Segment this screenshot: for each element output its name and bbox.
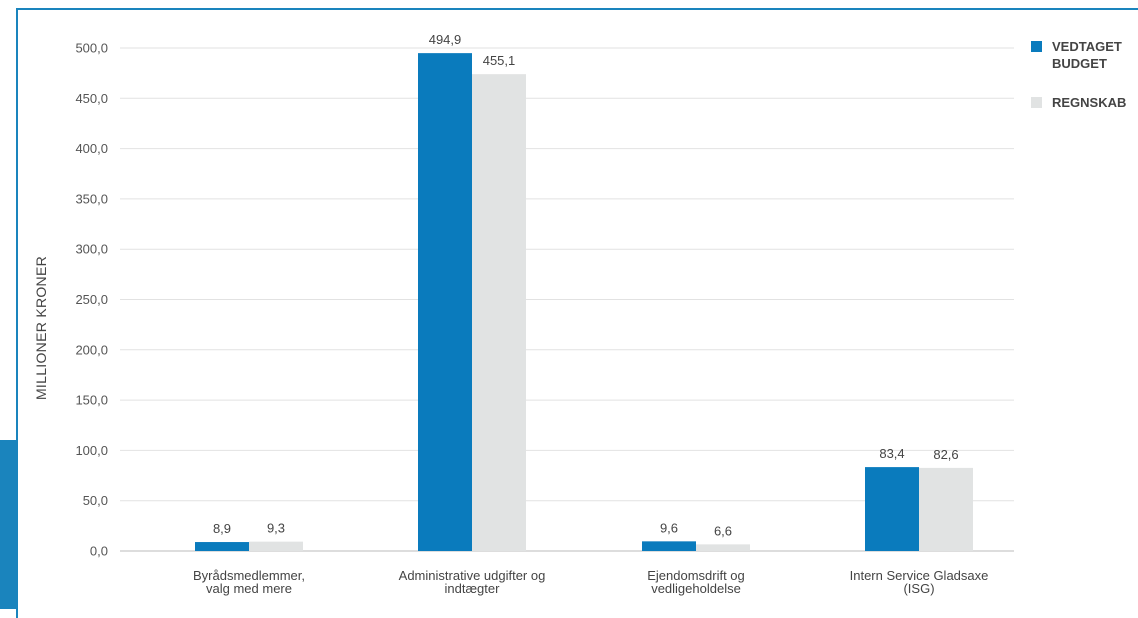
chart-frame	[16, 8, 1138, 618]
bar	[249, 541, 303, 551]
y-axis-ticks: 0,0 50,0 100,0 150,0 200,0 250,0 300,0 350,0 400…	[75, 41, 108, 559]
data-label: 82,6	[933, 447, 958, 462]
data-label: 9,3	[267, 521, 285, 536]
y-tick-label: 300,0	[75, 242, 108, 257]
legend-label: BUDGET	[1052, 56, 1107, 71]
bars	[195, 53, 973, 551]
bar	[418, 53, 472, 551]
y-tick-label: 450,0	[75, 91, 108, 106]
category-label: indtægter	[445, 581, 501, 596]
bar	[472, 74, 526, 551]
y-tick-label: 200,0	[75, 342, 108, 357]
decorative-edge-band	[0, 440, 16, 609]
y-tick-label: 350,0	[75, 191, 108, 206]
category-label: Byrådsmedlemmer,	[193, 568, 305, 583]
legend-label: VEDTAGET	[1052, 39, 1122, 54]
category-label: Intern Service Gladsaxe	[850, 568, 989, 583]
data-label: 83,4	[879, 446, 904, 461]
bar	[696, 544, 750, 551]
data-label: 6,6	[714, 523, 732, 538]
y-tick-label: 0,0	[90, 544, 108, 559]
bar	[865, 467, 919, 551]
y-tick-label: 400,0	[75, 141, 108, 156]
legend-swatch	[1031, 97, 1042, 108]
data-label: 494,9	[429, 32, 462, 47]
category-labels: Byrådsmedlemmer,valg med mere Administrat…	[193, 568, 988, 596]
category-label: valg med mere	[206, 581, 292, 596]
data-label: 8,9	[213, 521, 231, 536]
legend-swatch	[1031, 41, 1042, 52]
y-axis-label: MILLIONER KRONER	[33, 256, 49, 400]
y-tick-label: 100,0	[75, 443, 108, 458]
legend-label: REGNSKAB	[1052, 95, 1126, 110]
data-label: 9,6	[660, 520, 678, 535]
y-tick-label: 500,0	[75, 41, 108, 56]
data-label: 455,1	[483, 53, 516, 68]
bar	[642, 541, 696, 551]
category-label: Ejendomsdrift og	[647, 568, 745, 583]
y-tick-label: 50,0	[83, 493, 108, 508]
legend: VEDTAGET BUDGET REGNSKAB	[1031, 39, 1126, 110]
category-label: Administrative udgifter og	[399, 568, 546, 583]
category-label: vedligeholdelse	[651, 581, 741, 596]
bar	[195, 542, 249, 551]
y-tick-label: 150,0	[75, 393, 108, 408]
gridlines	[120, 47, 1014, 552]
category-label: (ISG)	[903, 581, 934, 596]
bar	[919, 467, 973, 551]
y-tick-label: 250,0	[75, 292, 108, 307]
data-labels: 8,9 494,9 9,6 83,4 9,3 455,1 6,6 82,6	[213, 32, 959, 538]
